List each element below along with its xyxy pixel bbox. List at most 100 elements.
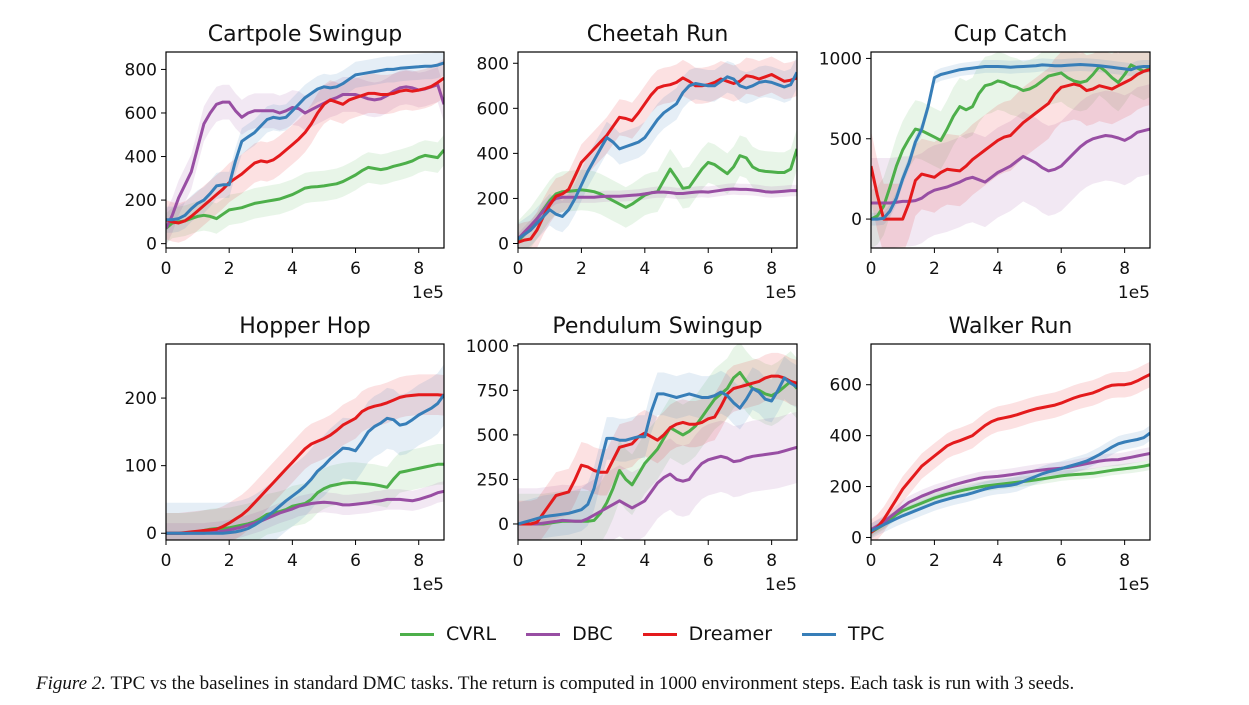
band-dreamer [166, 374, 444, 540]
x-tick-label: 2 [224, 259, 235, 279]
y-tick-label: 600 [830, 376, 862, 396]
x-axis-multiplier: 1e5 [1118, 283, 1150, 303]
y-tick-label: 400 [125, 148, 157, 168]
legend-item-cvrl: CVRL [400, 623, 496, 645]
band-tpc [871, 58, 1150, 226]
plot-area [166, 52, 444, 246]
x-tick-label: 0 [161, 259, 172, 279]
caption-label: Figure 2. [36, 673, 107, 694]
y-tick-label: 500 [830, 130, 862, 150]
x-tick-label: 8 [1119, 551, 1130, 571]
chart-walker-run: 0 200 400 600 0 2 4 6 8 1e5 Walker Run [830, 314, 1151, 595]
y-tick-label: 1000 [466, 337, 509, 357]
axes-frame [870, 343, 1151, 541]
chart-title: Pendulum Swingup [552, 314, 762, 339]
chart-title: Cheetah Run [587, 22, 729, 47]
x-tick-label: 8 [766, 551, 777, 571]
chart-cup-catch: 0 500 1000 0 2 4 6 8 1e5 Cup Catch [819, 22, 1151, 303]
series-line-dbc [518, 187, 797, 241]
chart-pendulum-swingup: 0 250 500 750 1000 0 2 4 6 8 1e5 Pendulum Swingup [466, 314, 798, 595]
x-tick-label: 2 [929, 551, 940, 571]
series-line-tpc [871, 431, 1150, 533]
legend-swatch-dbc [526, 632, 561, 636]
legend-label-cvrl: CVRL [446, 623, 497, 645]
series-line-tpc [166, 393, 444, 535]
x-tick-label: 0 [161, 551, 172, 571]
chart-title: Walker Run [949, 314, 1073, 339]
band-dreamer [871, 361, 1150, 540]
axes-frame [517, 343, 798, 541]
series-line-dreamer [166, 393, 444, 535]
y-tick-label: 0 [851, 210, 862, 230]
x-tick-label: 2 [576, 259, 587, 279]
plot-area [166, 364, 444, 540]
series-line-dreamer [871, 68, 1150, 221]
series-line-cvrl [871, 463, 1150, 534]
legend-label-dreamer: Dreamer [688, 623, 773, 645]
x-tick-label: 6 [350, 551, 361, 571]
chart-cartpole-swingup: 0 200 400 600 800 0 2 4 6 8 1e5 Cartpole Swingup [125, 22, 445, 303]
x-tick-label: 4 [287, 259, 298, 279]
legend-item-dreamer: Dreamer [642, 623, 773, 645]
x-tick-label: 8 [766, 259, 777, 279]
x-tick-label: 4 [992, 551, 1003, 571]
y-tick-label: 0 [146, 524, 157, 544]
x-tick-label: 8 [413, 551, 424, 571]
axes-frame [517, 51, 798, 249]
figure-caption: Figure 2. TPC vs the baselines in standa… [36, 673, 1236, 695]
legend-label-tpc: TPC [848, 623, 885, 645]
band-dreamer [871, 52, 1150, 248]
x-axis-multiplier: 1e5 [765, 283, 797, 303]
chart-cheetah-run: 0 200 400 600 800 0 2 4 6 8 1e5 Cheetah Run [477, 22, 798, 303]
band-dreamer [166, 58, 444, 243]
legend-swatch-dreamer [642, 632, 677, 636]
y-tick-label: 600 [477, 99, 509, 119]
x-axis-multiplier: 1e5 [412, 575, 444, 595]
y-tick-label: 250 [477, 470, 509, 490]
band-cvrl [871, 52, 1150, 248]
y-tick-label: 0 [851, 528, 862, 548]
y-tick-label: 0 [498, 515, 509, 535]
x-tick-label: 6 [703, 259, 714, 279]
legend: CVRL DBC Dreamer TPC [400, 620, 884, 648]
series-line-dreamer [518, 73, 797, 244]
y-tick-label: 800 [477, 54, 509, 74]
x-tick-label: 0 [866, 551, 877, 571]
y-tick-label: 400 [830, 427, 862, 447]
chart-hopper-hop: 0 100 200 0 2 4 6 8 1e5 Hopper Hop [125, 314, 445, 595]
y-tick-label: 100 [125, 457, 157, 477]
y-tick-label: 200 [125, 191, 157, 211]
x-tick-label: 4 [639, 259, 650, 279]
x-tick-label: 4 [287, 551, 298, 571]
series-line-dbc [871, 452, 1150, 532]
y-tick-label: 200 [477, 189, 509, 209]
y-tick-label: 1000 [819, 49, 862, 69]
series-line-tpc [518, 376, 797, 526]
x-axis-multiplier: 1e5 [412, 283, 444, 303]
axes-frame [165, 51, 445, 249]
band-cvrl [871, 459, 1150, 538]
series-line-dreamer [518, 374, 797, 526]
x-axis-multiplier: 1e5 [765, 575, 797, 595]
chart-title: Hopper Hop [239, 314, 370, 339]
series-line-cvrl [871, 63, 1150, 221]
series-line-dreamer [166, 76, 444, 225]
x-tick-label: 0 [513, 551, 524, 571]
caption-text: TPC vs the baselines in standard DMC tas… [110, 673, 1075, 694]
axes-frame [870, 51, 1151, 249]
band-tpc [518, 356, 797, 540]
series-line-dbc [871, 127, 1150, 205]
x-tick-label: 0 [513, 259, 524, 279]
plot-area [518, 344, 797, 540]
legend-swatch-cvrl [400, 632, 434, 636]
legend-item-dbc: DBC [526, 623, 613, 645]
y-tick-label: 200 [125, 389, 157, 409]
y-tick-label: 750 [477, 381, 509, 401]
plot-area [871, 361, 1150, 540]
x-tick-label: 6 [703, 551, 714, 571]
band-cvrl [166, 444, 444, 540]
series-line-tpc [166, 61, 444, 222]
band-dbc [871, 447, 1150, 537]
series-line-dbc [518, 445, 797, 526]
